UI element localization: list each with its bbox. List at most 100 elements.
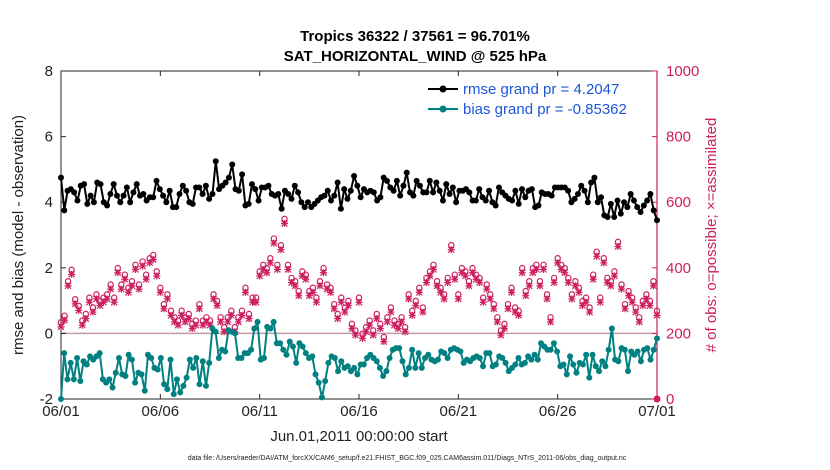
obs-assimilated-point (213, 302, 221, 310)
rmse-point (522, 194, 529, 201)
rmse-point (624, 204, 631, 211)
rmse-point (654, 217, 660, 224)
rmse-point (107, 191, 114, 197)
rmse-point (607, 200, 614, 207)
obs-assimilated-point (522, 292, 530, 300)
bias-point (560, 361, 567, 368)
rmse-point (104, 202, 111, 209)
bias-point (434, 356, 441, 363)
obs-assimilated-point (589, 275, 597, 283)
obs-assimilated-point (82, 315, 90, 323)
rmse-point (423, 189, 430, 196)
bias-point (125, 351, 132, 358)
obs-assimilated-point (419, 308, 427, 316)
bias-point (457, 348, 464, 355)
bias-point (605, 346, 612, 353)
obs-assimilated-point (100, 298, 108, 306)
obs-assimilated-point (593, 252, 601, 260)
obs-assimilated-point (337, 298, 345, 306)
obs-assimilated-point (89, 308, 97, 316)
obs-assimilated-point (454, 295, 462, 303)
rmse-point (416, 182, 423, 189)
bias-point (412, 364, 419, 371)
bias-point (647, 356, 654, 363)
obs-assimilated-point (348, 324, 356, 332)
y-axis-right-label: # of obs: o=possible; ×=assimilated (703, 118, 720, 353)
bias-point (335, 368, 342, 375)
rmse-point (239, 171, 246, 178)
rmse-point (403, 169, 410, 176)
rmse-point (222, 179, 229, 186)
obs-assimilated-point (277, 246, 285, 254)
bias-point (267, 325, 274, 332)
rmse-point (492, 202, 499, 209)
obs-assimilated-point (646, 302, 654, 310)
obs-assimilated-point (217, 318, 225, 326)
y-tick-right-label: 800 (666, 129, 691, 146)
obs-assimilated-point (270, 239, 278, 247)
obs-assimilated-point (394, 324, 402, 332)
rmse-point (179, 182, 186, 189)
rmse-point (90, 199, 97, 206)
obs-assimilated-point (273, 265, 281, 273)
bias-point (106, 376, 113, 383)
bias-point (280, 346, 287, 353)
rmse-point (225, 174, 232, 181)
bias-point (173, 376, 180, 383)
obs-assimilated-point (192, 321, 200, 329)
bias-point (186, 356, 193, 363)
obs-assimilated-point (256, 272, 264, 280)
rmse-point (472, 197, 479, 204)
obs-assimilated-point (398, 318, 406, 326)
obs-assimilated-point (415, 288, 423, 296)
rmse-point (650, 207, 657, 214)
rmse-point (377, 194, 384, 201)
rmse-point (640, 202, 647, 209)
rmse-point (304, 199, 311, 206)
rmse-point (426, 177, 433, 184)
rmse-point (486, 187, 493, 194)
obs-assimilated-point (160, 305, 168, 313)
bias-point (67, 359, 74, 366)
rmse-point (87, 192, 94, 199)
obs-assimilated-point (327, 288, 335, 296)
rmse-point (150, 194, 157, 201)
rmse-point (439, 197, 446, 204)
rmse-point (341, 186, 348, 193)
rmse-point (140, 191, 147, 197)
bias-point (289, 343, 296, 350)
rmse-point (347, 187, 354, 194)
bias-point (83, 361, 90, 368)
data-file-note: data file: /Users/raeder/DAI/ATM_forcXX/… (188, 455, 627, 462)
rmse-point (588, 179, 595, 186)
obs-assimilated-point (92, 295, 100, 303)
bias-point (64, 376, 71, 383)
rmse-point (390, 187, 397, 194)
bias-point (583, 351, 590, 358)
bias-point (563, 371, 570, 378)
rmse-point (245, 200, 252, 207)
bias-point (338, 358, 345, 365)
obs-assimilated-point (547, 318, 555, 326)
obs-assimilated-point (447, 246, 455, 254)
obs-assimilated-point (426, 272, 434, 280)
rmse-point (604, 213, 611, 220)
rmse-point (528, 186, 535, 193)
bias-point (170, 391, 177, 398)
bias-point (302, 350, 309, 357)
bias-point (444, 355, 451, 361)
obs-assimilated-point (575, 288, 583, 296)
rmse-point (331, 192, 338, 199)
obs-assimilated-point (500, 324, 508, 332)
x-tick-label: 06/21 (440, 403, 478, 420)
obs-assimilated-point (649, 282, 657, 290)
rmse-point (453, 199, 460, 206)
obs-assimilated-point (199, 321, 207, 329)
bias-point (418, 364, 425, 371)
obs-assimilated-point (557, 265, 565, 273)
rmse-point (166, 187, 173, 194)
obs-assimilated-point (263, 269, 271, 277)
obs-assimilated-point (245, 315, 253, 323)
obs-assimilated-point (508, 288, 516, 296)
obs-assimilated-point (64, 282, 72, 290)
